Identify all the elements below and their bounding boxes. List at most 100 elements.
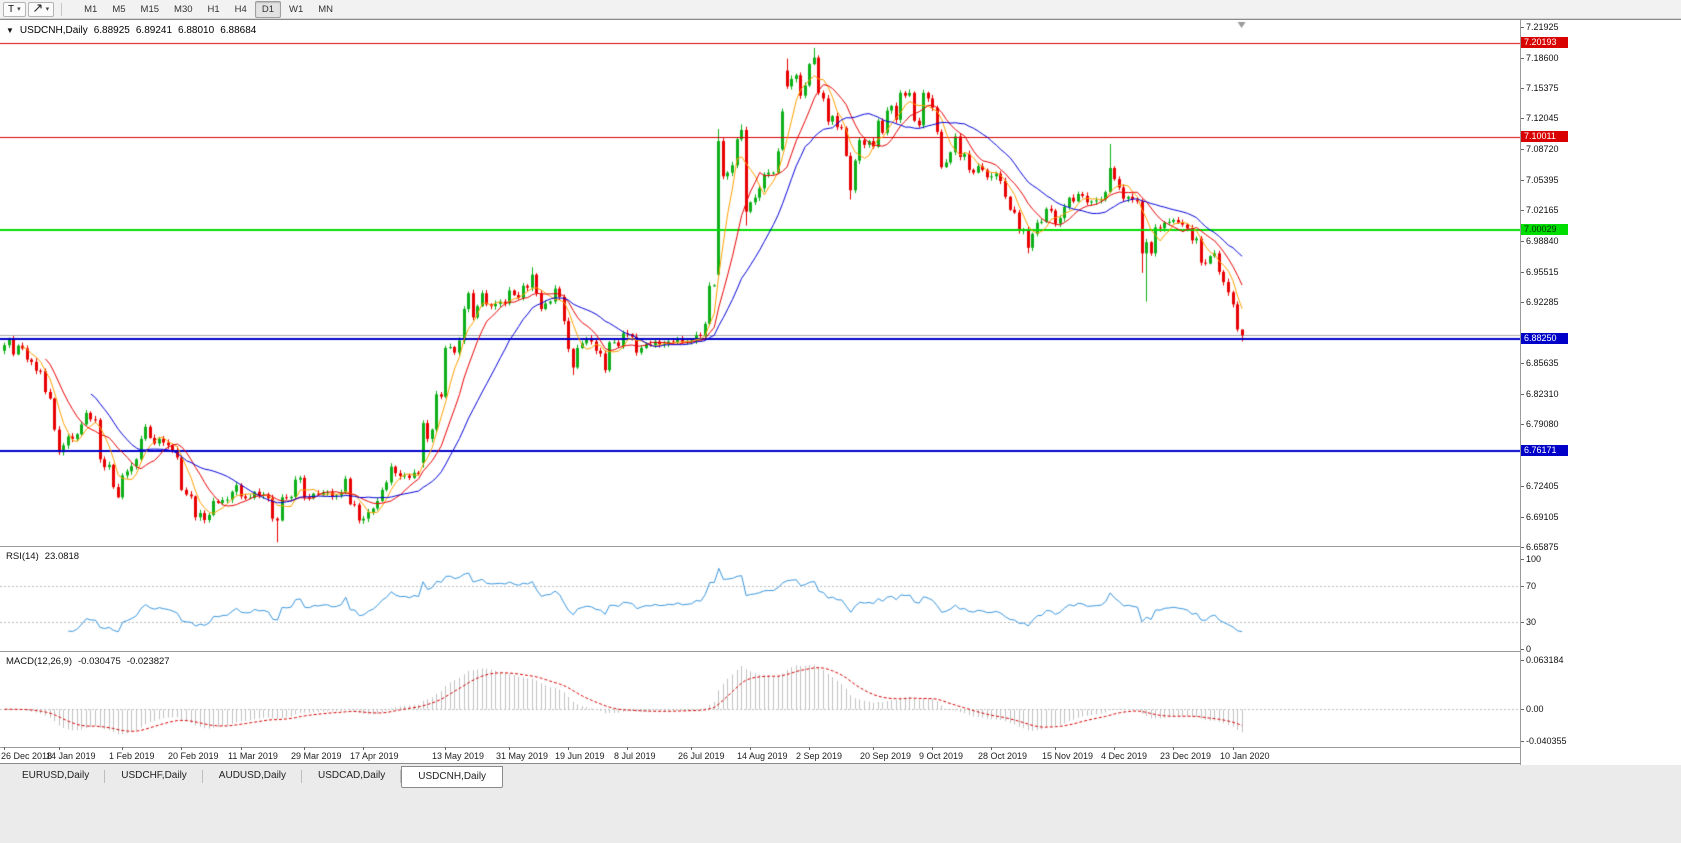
- date-axis-tick: [181, 747, 182, 750]
- price-axis-label: 6.72405: [1526, 481, 1559, 491]
- price-axis-tick: [1521, 424, 1524, 425]
- one-click-trading-toggle[interactable]: ▼: [6, 25, 14, 35]
- date-axis-tick: [304, 747, 305, 750]
- date-axis-tick: [691, 747, 692, 750]
- price-axis-label: 6.79080: [1526, 419, 1559, 429]
- price-axis-tick: [1521, 27, 1524, 28]
- price-axis-tick: [1521, 180, 1524, 181]
- date-axis-label: 10 Jan 2020: [1220, 751, 1270, 761]
- price-axis-tick: [1521, 302, 1524, 303]
- date-axis-tick: [363, 747, 364, 750]
- macd-panel-splitter[interactable]: [0, 651, 1681, 652]
- price-axis-tick: [1521, 88, 1524, 89]
- date-axis-separator: [0, 747, 1681, 748]
- rsi-axis-label: 70: [1526, 581, 1537, 591]
- price-tag-7.10011: 7.10011: [1521, 131, 1568, 142]
- price-axis-tick: [1521, 486, 1524, 487]
- date-axis-tick: [4, 747, 5, 750]
- price-axis-label: 6.92285: [1526, 297, 1559, 307]
- macd-main-value: -0.030475: [78, 656, 121, 667]
- rsi-axis-tick: [1521, 649, 1524, 650]
- main-chart-canvas[interactable]: [0, 21, 1520, 546]
- date-axis-label: 9 Oct 2019: [919, 751, 964, 761]
- timeframe-button-m5[interactable]: M5: [112, 3, 126, 15]
- date-axis-label: 26 Jul 2019: [678, 751, 725, 761]
- date-axis-tick: [750, 747, 751, 750]
- price-tag-6.76171: 6.76171: [1521, 445, 1568, 456]
- price-axis[interactable]: 7.21925 7.18600 7.15375 7.12045 7.08720 7.053…: [1521, 20, 1681, 765]
- rsi-canvas[interactable]: [0, 547, 1520, 651]
- price-axis-tick: [1521, 272, 1524, 273]
- date-axis-label: 28 Oct 2019: [978, 751, 1028, 761]
- date-axis-tick: [991, 747, 992, 750]
- price-axis-tick: [1521, 517, 1524, 518]
- date-axis-label: 23 Dec 2019: [1160, 751, 1212, 761]
- arrow-tool-button[interactable]: ▾: [27, 1, 55, 17]
- date-axis-tick: [59, 747, 60, 750]
- timeframe-toolbar: M1 M5 M15 M30 H1 H4 D1 W1 MN: [77, 0, 340, 18]
- price-axis-label: 6.65875: [1526, 542, 1559, 552]
- price-axis-tick: [1521, 363, 1524, 364]
- macd-axis-tick: [1521, 709, 1524, 710]
- date-axis-label: 2 Sep 2019: [796, 751, 843, 761]
- price-axis-label: 6.98840: [1526, 236, 1559, 246]
- rsi-axis-label: 100: [1526, 554, 1542, 564]
- date-axis-label: 13 May 2019: [432, 751, 485, 761]
- price-axis-tick: [1521, 210, 1524, 211]
- ohlc-open-value: 6.88925: [93, 25, 130, 36]
- price-tag-7.20193: 7.20193: [1521, 37, 1568, 48]
- date-axis-tick: [445, 747, 446, 750]
- date-axis-label: 19 Jun 2019: [555, 751, 605, 761]
- chart-tab-usdcad[interactable]: USDCAD,Daily: [302, 766, 402, 788]
- rsi-indicator-label: RSI(14) 23.0818: [6, 551, 79, 562]
- chart-window: ▼ USDCNH,Daily 6.88925 6.89241 6.88010 6…: [0, 19, 1681, 765]
- chart-tab-audusd[interactable]: AUDUSD,Daily: [203, 766, 303, 788]
- rsi-axis-tick: [1521, 586, 1524, 587]
- date-axis-label: 14 Jan 2019: [46, 751, 96, 761]
- date-axis-tick: [241, 747, 242, 750]
- price-axis-label: 7.08720: [1526, 144, 1559, 154]
- timeframe-button-m30[interactable]: M30: [174, 3, 193, 15]
- ohlc-close-value: 6.88684: [220, 25, 257, 36]
- timeframe-button-h1[interactable]: H1: [207, 3, 220, 15]
- macd-canvas[interactable]: [0, 652, 1520, 747]
- date-axis-tick: [1233, 747, 1234, 750]
- rsi-axis-tick: [1521, 559, 1524, 560]
- timeframe-button-m1[interactable]: M1: [84, 3, 98, 15]
- price-axis-label: 7.18600: [1526, 53, 1559, 63]
- price-axis-label: 6.85635: [1526, 358, 1559, 368]
- rsi-panel-splitter[interactable]: [0, 546, 1681, 547]
- timeframe-button-w1[interactable]: W1: [288, 3, 304, 15]
- top-toolbar: T ▾ ▾ M1 M5 M15 M30 H1 H4 D1 W1 MN: [0, 0, 1681, 19]
- timeframe-button-mn[interactable]: MN: [318, 3, 334, 15]
- timeframe-button-m15[interactable]: M15: [140, 3, 160, 15]
- date-axis-tick: [568, 747, 569, 750]
- chevron-down-icon: ▾: [17, 5, 21, 13]
- macd-axis-label: -0.040355: [1526, 736, 1567, 746]
- timeframe-button-d1[interactable]: D1: [254, 0, 281, 18]
- chart-tab-eurusd[interactable]: EURUSD,Daily: [6, 766, 106, 788]
- macd-axis-tick: [1521, 741, 1524, 742]
- chart-tab-usdchf[interactable]: USDCHF,Daily: [105, 766, 203, 788]
- rsi-name: RSI(14): [6, 551, 39, 562]
- date-axis[interactable]: 26 Dec 2018 14 Jan 2019 1 Feb 2019 20 Feb 2…: [0, 747, 1520, 765]
- price-axis-label: 7.21925: [1526, 22, 1559, 32]
- date-axis-label: 14 Aug 2019: [737, 751, 788, 761]
- date-axis-label: 20 Feb 2019: [168, 751, 219, 761]
- rsi-axis-label: 0: [1526, 644, 1532, 654]
- chevron-down-icon: ▾: [45, 5, 50, 13]
- macd-signal-value: -0.023827: [126, 656, 170, 667]
- rsi-value: 23.0818: [44, 551, 80, 562]
- timeframe-button-h4[interactable]: H4: [234, 3, 247, 15]
- chart-tabs: EURUSD,Daily USDCHF,Daily AUDUSD,Daily USDC…: [0, 766, 504, 788]
- chart-tab-usdcnh[interactable]: USDCNH,Daily: [401, 766, 504, 788]
- price-axis-tick: [1521, 58, 1524, 59]
- date-axis-label: 20 Sep 2019: [860, 751, 912, 761]
- text-tool-button[interactable]: T ▾: [3, 1, 26, 17]
- macd-axis-label: 0.063184: [1526, 655, 1564, 665]
- price-axis-label: 7.15375: [1526, 83, 1559, 93]
- rsi-axis-tick: [1521, 622, 1524, 623]
- date-axis-label: 31 May 2019: [496, 751, 549, 761]
- price-axis-label: 7.05395: [1526, 175, 1559, 185]
